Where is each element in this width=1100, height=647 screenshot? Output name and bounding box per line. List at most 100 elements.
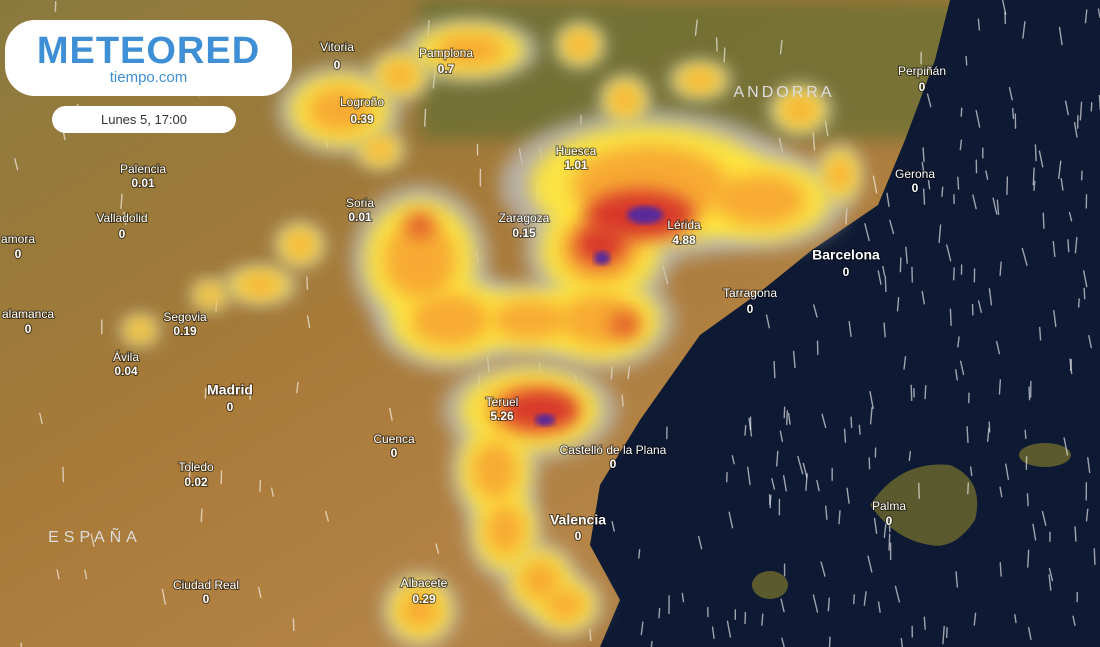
wind-streak <box>780 598 785 613</box>
wind-streak <box>838 510 841 525</box>
wind-streak <box>1032 167 1035 186</box>
city-name: Cuenca <box>373 432 415 446</box>
precip-peak <box>627 206 663 224</box>
wind-streak <box>715 37 718 52</box>
city-value: 0 <box>203 592 210 606</box>
wind-streak <box>779 430 784 443</box>
precip-blob <box>411 294 489 346</box>
precip-blob <box>491 300 569 340</box>
precip-blob <box>383 62 417 88</box>
wind-streak <box>1048 567 1054 582</box>
precip-blob <box>567 33 593 57</box>
wind-streak <box>1084 9 1088 24</box>
wind-streak <box>768 494 772 509</box>
wind-streak <box>1085 508 1089 522</box>
wind-streak <box>995 341 1001 355</box>
wind-streak <box>84 569 88 580</box>
wind-streak <box>959 360 965 376</box>
menorca <box>1019 443 1071 467</box>
wind-streak <box>846 487 850 504</box>
city-name: Madrid <box>207 382 253 398</box>
wind-streak <box>896 296 900 312</box>
wind-streak <box>658 607 661 619</box>
wind-streak <box>621 394 624 407</box>
wind-streak <box>972 194 977 210</box>
wind-streak <box>903 356 907 370</box>
precip-blob <box>130 322 150 338</box>
wind-streak <box>967 482 970 495</box>
city-value: 0.01 <box>348 210 372 224</box>
city-value: 0 <box>575 529 582 543</box>
wind-streak <box>1039 326 1042 341</box>
wind-streak <box>869 406 873 425</box>
wind-streak <box>858 424 861 435</box>
wind-streak <box>869 390 874 409</box>
wind-streak <box>923 616 926 630</box>
city-value: 0 <box>912 181 919 195</box>
city-name: Toledo <box>178 460 214 474</box>
wind-streak <box>435 543 440 554</box>
wind-streak <box>888 518 891 533</box>
wind-streak <box>1073 121 1078 138</box>
wind-streak <box>424 108 427 127</box>
precip-blob <box>485 504 525 556</box>
city-value: 0.39 <box>350 112 374 126</box>
wind-streak <box>1002 0 1007 15</box>
logo[interactable]: METEORED tiempo.com <box>5 20 292 96</box>
wind-streak <box>988 288 993 306</box>
wind-streak <box>1083 287 1086 300</box>
wind-streak <box>957 176 960 190</box>
wind-streak <box>200 508 203 523</box>
wind-streak <box>985 170 989 180</box>
wind-streak <box>258 586 262 599</box>
wind-streak <box>56 569 60 580</box>
wind-streak <box>761 613 764 626</box>
wind-streak <box>650 640 653 647</box>
wind-streak <box>952 267 955 281</box>
city-value: 4.88 <box>672 233 696 247</box>
wind-streak <box>161 588 166 605</box>
precip-blob <box>683 70 717 90</box>
wind-streak <box>787 412 791 425</box>
wind-streak <box>886 192 890 207</box>
wind-streak <box>986 427 990 442</box>
wind-streak <box>697 535 703 550</box>
precip-blob <box>828 158 852 192</box>
wind-streak <box>1074 236 1078 254</box>
wind-streak <box>1063 437 1069 456</box>
wind-streak <box>942 625 945 645</box>
precip-blob <box>287 233 313 257</box>
wind-streak <box>977 18 981 31</box>
precip-blob <box>612 87 638 113</box>
city-value: 0 <box>886 514 893 528</box>
wind-streak <box>589 628 592 642</box>
city-value: 0 <box>119 227 126 241</box>
wind-streak <box>14 158 19 171</box>
wind-streak <box>938 224 942 244</box>
wind-streak <box>888 533 891 551</box>
logo-sub: tiempo.com <box>109 69 188 86</box>
city-name: Palma <box>872 499 906 513</box>
wind-streak <box>765 314 770 329</box>
precip-core <box>500 390 580 430</box>
wind-streak <box>306 276 309 290</box>
region-label: ESPAÑA <box>48 526 142 546</box>
wind-streak <box>1022 21 1026 39</box>
city-value: 0 <box>843 265 850 279</box>
precip-blob <box>200 287 220 303</box>
city-value: 0 <box>391 446 398 460</box>
city-name: Barcelona <box>812 247 880 263</box>
wind-streak <box>802 462 808 478</box>
wind-streak <box>999 261 1002 277</box>
wind-streak <box>1034 144 1037 162</box>
wind-streak <box>867 555 873 573</box>
precip-blob <box>367 140 393 160</box>
wind-streak <box>726 620 732 638</box>
city-value: 0.19 <box>173 324 197 338</box>
wind-streak <box>941 186 944 198</box>
wind-streak <box>771 478 776 490</box>
wind-streak <box>123 211 127 225</box>
city-name: Tarragona <box>723 286 777 300</box>
wind <box>14 0 1100 647</box>
